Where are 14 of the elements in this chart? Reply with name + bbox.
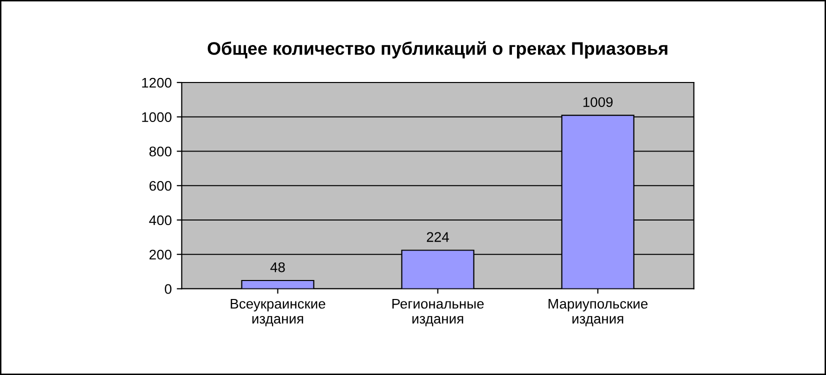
y-tick-label: 800 bbox=[149, 146, 172, 156]
x-tick-label: Мариупольские издания bbox=[548, 298, 648, 326]
y-tick-label: 1200 bbox=[142, 78, 172, 88]
y-tick-label: 1000 bbox=[142, 112, 172, 122]
y-tick-label: 0 bbox=[164, 284, 172, 294]
y-tick-label: 200 bbox=[150, 250, 172, 260]
data-label: 224 bbox=[426, 232, 449, 242]
y-tick-label: 400 bbox=[149, 215, 172, 226]
y-tick-label: 600 bbox=[150, 180, 172, 191]
data-label: 1009 bbox=[583, 97, 613, 108]
x-tick-label: Региональные издания bbox=[392, 298, 484, 326]
data-label: 48 bbox=[270, 262, 285, 272]
x-tick-label: Всеукраинские издания bbox=[230, 298, 326, 326]
chart-title: Общее количество публикаций о греках Приазовья bbox=[208, 41, 668, 58]
